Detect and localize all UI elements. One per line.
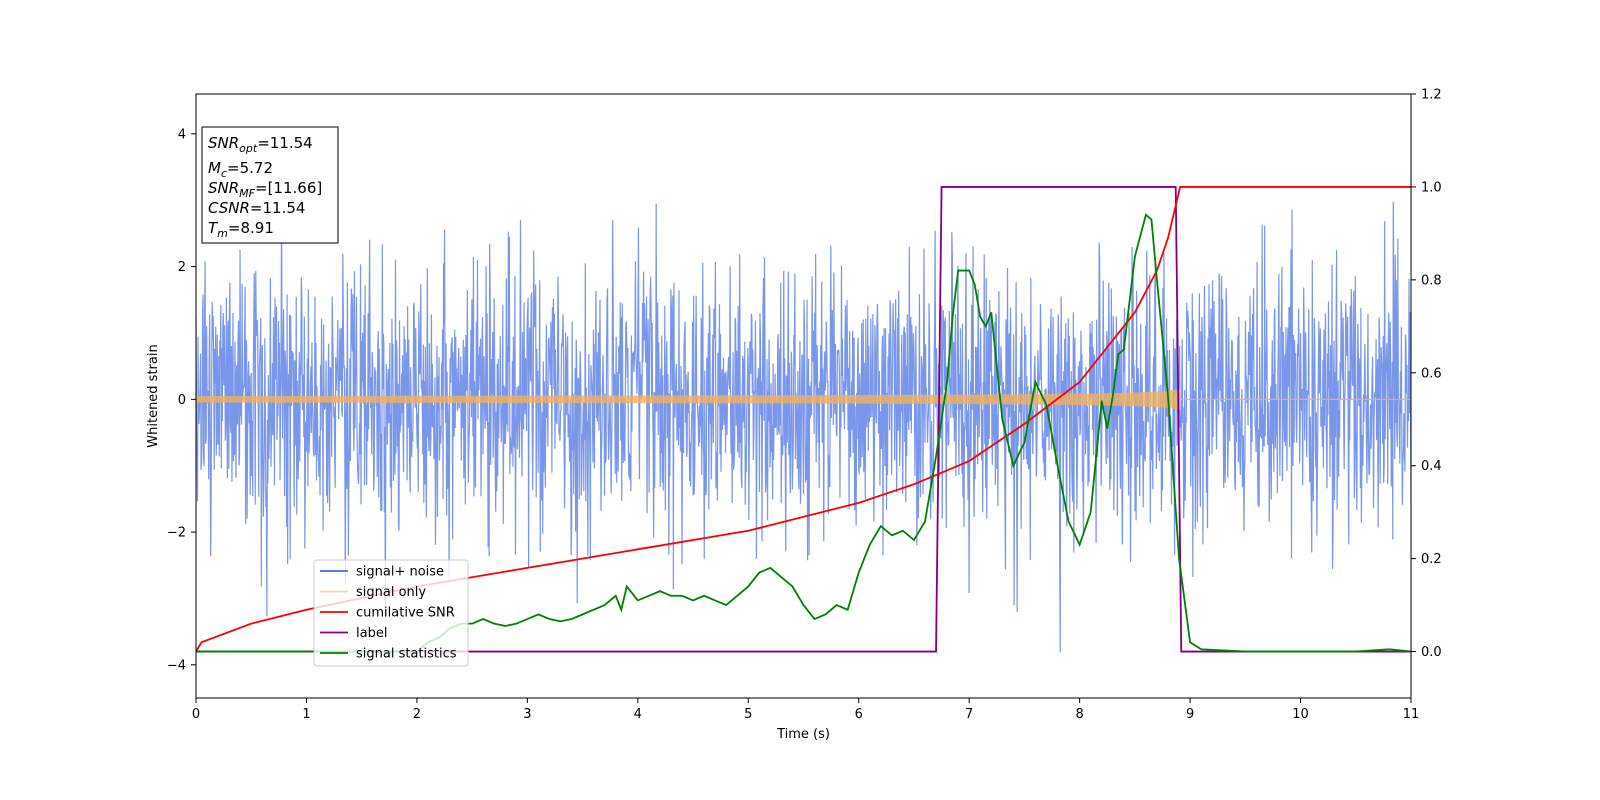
right-axis-series [196, 186, 1411, 653]
annotation-box-frame [201, 126, 339, 244]
y-right-tick-label: 0.6 [1421, 366, 1442, 381]
legend-entry: label [320, 626, 387, 641]
annotation-csnr-symbol: CSNR [208, 199, 250, 217]
legend-label: label [356, 626, 387, 641]
signal-only-envelope [196, 388, 1181, 411]
annotation-tm-sub: m [217, 227, 228, 240]
annotation-tm: Tm=8.91 [208, 219, 274, 240]
x-axis: 0 1 2 3 4 5 6 7 8 9 10 11 [192, 698, 1419, 722]
annotation-snr-opt-symbol: SNR [208, 134, 239, 152]
y-left-tick-label: 4 [178, 127, 186, 142]
legend-label: cumilative SNR [356, 606, 455, 621]
x-tick-label: 6 [855, 707, 863, 722]
signal-noise-line [196, 188, 1411, 653]
y-right-tick-label: 1.0 [1421, 180, 1442, 195]
y-right-tick-label: 0.4 [1421, 459, 1442, 474]
y-axis-left: −4 −2 0 2 4 [167, 127, 196, 673]
x-tick-label: 7 [965, 707, 973, 722]
axes-frame [195, 93, 1412, 699]
y-axis-left-label: Whitened strain [146, 344, 161, 447]
y-right-tick-label: 0.2 [1421, 552, 1442, 567]
label-line [196, 186, 1411, 653]
x-tick-label: 4 [634, 707, 642, 722]
x-axis-label: Time (s) [776, 727, 830, 742]
legend-entry: signal+ noise [320, 565, 444, 580]
x-tick-label: 1 [302, 707, 310, 722]
annotation-snr-mf: SNRMF=[11.66] [208, 179, 322, 200]
x-tick-label: 5 [744, 707, 752, 722]
y-left-tick-label: 2 [178, 260, 186, 275]
y-axis-right: 0.0 0.2 0.4 0.6 0.8 1.0 1.2 [1411, 88, 1442, 660]
legend: signal+ noise signal only cumilative SNR la… [313, 559, 469, 667]
signal-noise-series [196, 188, 1411, 653]
legend-frame [313, 559, 469, 667]
y-right-tick-label: 1.2 [1421, 88, 1442, 103]
y-left-tick-label: 0 [178, 393, 186, 408]
x-tick-label: 2 [413, 707, 421, 722]
legend-entry: cumilative SNR [320, 606, 455, 621]
annotation-box: SNRopt=11.54 Mc=5.72 SNRMF=[11.66] CSNR=… [201, 126, 339, 244]
x-tick-label: 0 [192, 707, 200, 722]
y-right-tick-label: 0.8 [1421, 273, 1442, 288]
x-tick-label: 10 [1292, 707, 1309, 722]
y-left-tick-label: −2 [167, 526, 186, 541]
legend-label: signal only [356, 585, 426, 600]
annotation-csnr-value: =11.54 [250, 199, 306, 217]
x-tick-label: 3 [523, 707, 531, 722]
x-tick-label: 9 [1186, 707, 1194, 722]
signal-statistics-line [196, 213, 1411, 653]
annotation-csnr: CSNR=11.54 [208, 199, 305, 217]
annotation-snr-opt-value: =11.54 [257, 134, 313, 152]
legend-entry: signal statistics [320, 647, 457, 662]
cumilative-snr-line [196, 186, 1411, 652]
annotation-tm-symbol: T [208, 219, 219, 237]
annotation-mc-symbol: M [208, 159, 221, 177]
annotation-snr-mf-symbol: SNR [208, 179, 239, 197]
annotation-mc-value: =5.72 [227, 159, 273, 177]
legend-label: signal+ noise [356, 565, 444, 580]
y-right-tick-label: 0.0 [1421, 645, 1442, 660]
legend-entry: signal only [320, 585, 426, 600]
plot-area [196, 186, 1411, 653]
x-tick-label: 11 [1403, 707, 1420, 722]
x-tick-label: 8 [1075, 707, 1083, 722]
annotation-snr-opt-sub: opt [239, 142, 258, 155]
annotation-mc: Mc=5.72 [208, 159, 273, 180]
annotation-mc-sub: c [221, 167, 227, 180]
annotation-snr-mf-sub: MF [239, 187, 255, 200]
annotation-snr-opt: SNRopt=11.54 [208, 134, 313, 155]
legend-label: signal statistics [356, 647, 457, 662]
annotation-tm-value: =8.91 [228, 219, 274, 237]
signal-only-series [196, 388, 1411, 411]
y-left-tick-label: −4 [167, 658, 186, 673]
annotation-snr-mf-value: =[11.66] [255, 179, 322, 197]
